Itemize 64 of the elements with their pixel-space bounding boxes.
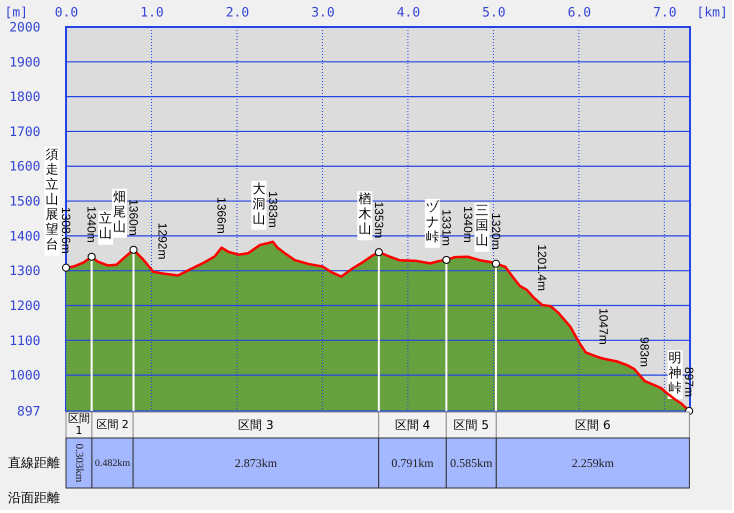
data-label: 1201.4m [535, 244, 550, 292]
y-tick-label: 1400 [9, 229, 41, 244]
category-label: 区間 3 [238, 418, 274, 432]
data-label: 1353m [372, 202, 386, 238]
y-tick-label: 1300 [9, 264, 41, 280]
annotation: 須走立山展望台 [46, 148, 59, 253]
x-axis-title: [km] [696, 6, 728, 20]
data-label: 1331m [439, 209, 454, 246]
y-tick-label: 1200 [9, 298, 41, 314]
y-tick-label: 897 [17, 404, 41, 420]
data-label: 1047m [596, 308, 611, 345]
category-label: 区間 4 [394, 418, 430, 432]
annotation: 明神峠 [668, 350, 682, 396]
x-tick-label: 7.0 [653, 6, 677, 20]
data-label: 2.259km [572, 456, 615, 470]
x-tick-label: 3.0 [311, 6, 335, 20]
y-tick-label: 1700 [9, 124, 41, 140]
data-label: 1383m [266, 191, 280, 228]
annotation: 楢木山 [358, 192, 372, 238]
y-tick-label: 2000 [9, 20, 41, 36]
data-label: 2.873km [234, 456, 278, 470]
data-label: 0.585km [450, 456, 494, 470]
data-label: 1292m [156, 222, 170, 260]
x-tick-label: 1.0 [140, 6, 164, 20]
data-label: 0.482km [94, 458, 130, 469]
y-tick-label: 1100 [9, 334, 41, 349]
y-tick-label: 1500 [9, 194, 41, 210]
point [442, 256, 450, 264]
point [129, 246, 138, 254]
x-tick-label: 0.0 [54, 6, 78, 20]
y-tick-label: 1900 [9, 55, 41, 70]
y-tick-label: 1800 [9, 90, 41, 106]
x-tick-label: 4.0 [396, 6, 420, 20]
x-tick-label: 6.0 [568, 6, 592, 20]
data-label: 1320m [488, 213, 503, 250]
data-label: 0.791km [391, 456, 434, 470]
y-tick-label: 1600 [9, 160, 41, 175]
annotation: 立山 [99, 210, 112, 242]
category-label: 区間 1 [68, 412, 90, 437]
x-tick-label: 2.0 [226, 6, 250, 20]
category-label: 区間 2 [96, 418, 129, 431]
data-label: 1360m [126, 199, 141, 236]
text: 沿面距離 [8, 490, 60, 506]
annotation: 三国山 [475, 204, 488, 249]
point [492, 260, 500, 268]
point [88, 252, 96, 261]
data-label: 0.303km [72, 444, 85, 483]
data-label: 897m [682, 366, 696, 397]
data-label: 1340m [460, 206, 475, 243]
y-axis-title: [m] [4, 6, 28, 20]
annotation: ヅナ峠 [426, 200, 440, 245]
category-label: 区間 6 [575, 418, 611, 432]
category-label: 区間 5 [454, 418, 490, 432]
data-label: 1366m [214, 197, 229, 234]
data-label: 1340m [84, 206, 99, 243]
data-label: 1308.6m [59, 207, 74, 254]
x-tick-label: 5.0 [482, 6, 506, 20]
point [62, 264, 70, 272]
point [374, 248, 383, 256]
annotation: 畑尾山 [113, 190, 126, 235]
text: 直線距離 [8, 456, 60, 471]
y-tick-label: 1000 [9, 368, 41, 384]
data-label: 983m [638, 337, 652, 368]
annotation: 大洞山 [252, 182, 266, 227]
